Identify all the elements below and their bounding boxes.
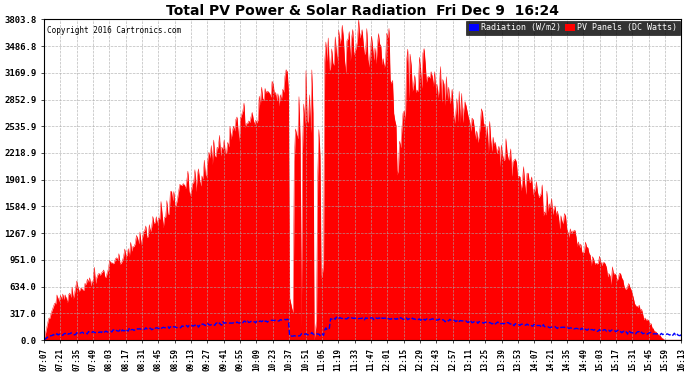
Text: Copyright 2016 Cartronics.com: Copyright 2016 Cartronics.com bbox=[47, 26, 181, 35]
Title: Total PV Power & Solar Radiation  Fri Dec 9  16:24: Total PV Power & Solar Radiation Fri Dec… bbox=[166, 4, 559, 18]
Legend: Radiation (W/m2), PV Panels (DC Watts): Radiation (W/m2), PV Panels (DC Watts) bbox=[466, 21, 680, 35]
